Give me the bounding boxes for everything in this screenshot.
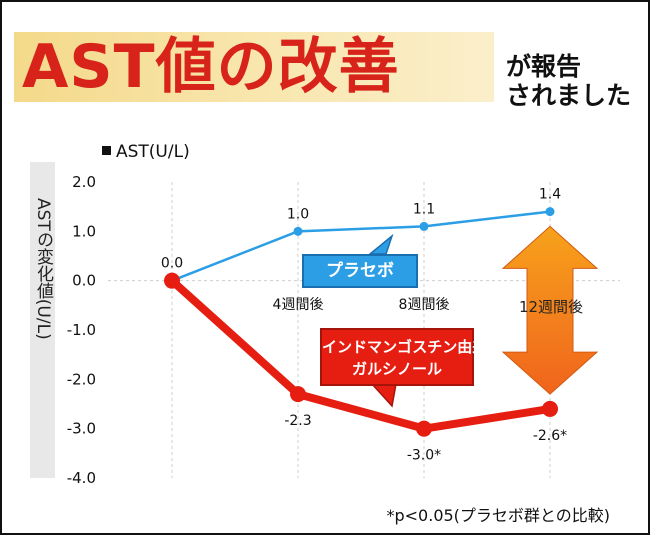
y-axis-label: ASTの変化値(U/L) (33, 198, 53, 340)
y-tick-label: -4.0 (67, 469, 96, 487)
x-tick-label: 8週間後 (399, 297, 450, 313)
footnote: *p<0.05(プラセボ群との比較) (386, 506, 610, 525)
placebo-point (545, 207, 555, 217)
change-arrow (501, 225, 599, 395)
placebo-data-label: 1.4 (539, 187, 561, 203)
placebo-callout: プラセボ (302, 254, 418, 288)
series-lines (164, 207, 558, 437)
garcinol-callout-line-1: インドマンゴスチン由来 (322, 338, 488, 356)
y-tick-label: -3.0 (67, 420, 96, 438)
change-arrow-shape (501, 225, 599, 395)
legend: AST(U/L) (102, 142, 190, 162)
arrow-label: 12週間後 (518, 298, 584, 316)
y-ticks: 2.0 1.0 0.0 -1.0 -2.0 -3.0 -4.0 (67, 173, 96, 487)
y-tick-label: 0.0 (72, 272, 96, 290)
placebo-point (293, 226, 303, 236)
garcinol-point (164, 272, 180, 289)
y-tick-label: 1.0 (72, 222, 96, 240)
garcinol-point (416, 420, 432, 437)
garcinol-point (542, 400, 558, 417)
placebo-data-label: 0.0 (161, 256, 183, 272)
x-tick-label: 4週間後 (273, 297, 324, 313)
y-tick-label: -2.0 (67, 370, 96, 388)
garcinol-data-label: -2.6* (533, 428, 567, 444)
subtitle-line-1: が報告 (506, 52, 582, 81)
x-labels: 4週間後 8週間後 (273, 297, 450, 313)
y-tick-label: -1.0 (67, 321, 96, 339)
title-subtitle: が報告 されました (506, 52, 631, 110)
y-axis-label-band (30, 162, 55, 478)
garcinol-data-label: -2.3 (284, 413, 311, 429)
garcinol-point (290, 386, 306, 403)
garcinol-data-label: -3.0* (407, 448, 441, 464)
data-labels: 0.0 1.0 1.1 1.4 -2.3 -3.0* -2.6* (161, 187, 567, 464)
garcinol-callout: インドマンゴスチン由来 ガルシノール (320, 328, 488, 386)
y-tick-label: 2.0 (72, 173, 96, 191)
placebo-point (419, 221, 429, 231)
garcinol-callout-line-2: ガルシノール (351, 360, 442, 378)
subtitle-line-2: されました (506, 81, 632, 110)
legend-label: AST(U/L) (116, 142, 190, 162)
chart-title: AST値の改善 (22, 32, 400, 102)
placebo-data-label: 1.0 (287, 206, 309, 222)
placebo-line (171, 210, 551, 282)
legend-square-icon (102, 146, 111, 155)
placebo-data-label: 1.1 (413, 201, 435, 217)
title-highlight-band (14, 32, 494, 102)
garcinol-line (169, 277, 551, 433)
